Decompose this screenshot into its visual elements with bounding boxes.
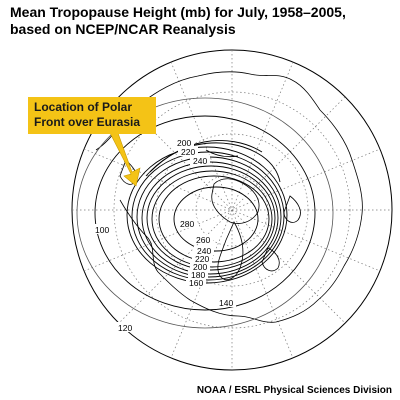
contour-label-100: 100	[95, 225, 109, 235]
contour-label-140: 140	[219, 298, 233, 308]
contour-label-280: 280	[180, 219, 194, 229]
callout-arrow	[109, 132, 141, 187]
contour-label-240: 240	[197, 246, 211, 256]
contour-label-160: 160	[189, 278, 203, 288]
polar-front-callout: Location of Polar Front over Eurasia	[28, 97, 156, 134]
contour-labels: 100 120 140 160 180 200 220 240 260 280 …	[92, 137, 236, 333]
contour-label-220-top: 220	[181, 147, 195, 157]
credit-text: NOAA / ESRL Physical Sciences Division	[196, 385, 392, 396]
contour-label-180: 180	[191, 270, 205, 280]
callout-line-1: Location of Polar	[34, 100, 133, 114]
map-title: Mean Tropopause Height (mb) for July, 19…	[10, 4, 395, 38]
contour-label-220: 220	[195, 254, 209, 264]
contour-label-120: 120	[118, 323, 132, 333]
title-line-2: based on NCEP/NCAR Reanalysis	[10, 21, 236, 37]
contour-label-200-top: 200	[177, 138, 191, 148]
contour-label-200: 200	[193, 262, 207, 272]
tropopause-contours	[76, 97, 334, 329]
contour-label-240-top: 240	[193, 156, 207, 166]
title-line-1: Mean Tropopause Height (mb) for July, 19…	[10, 4, 346, 20]
callout-line-2: Front over Eurasia	[34, 115, 141, 129]
contour-label-260: 260	[196, 235, 210, 245]
meridian-grid	[72, 50, 392, 370]
